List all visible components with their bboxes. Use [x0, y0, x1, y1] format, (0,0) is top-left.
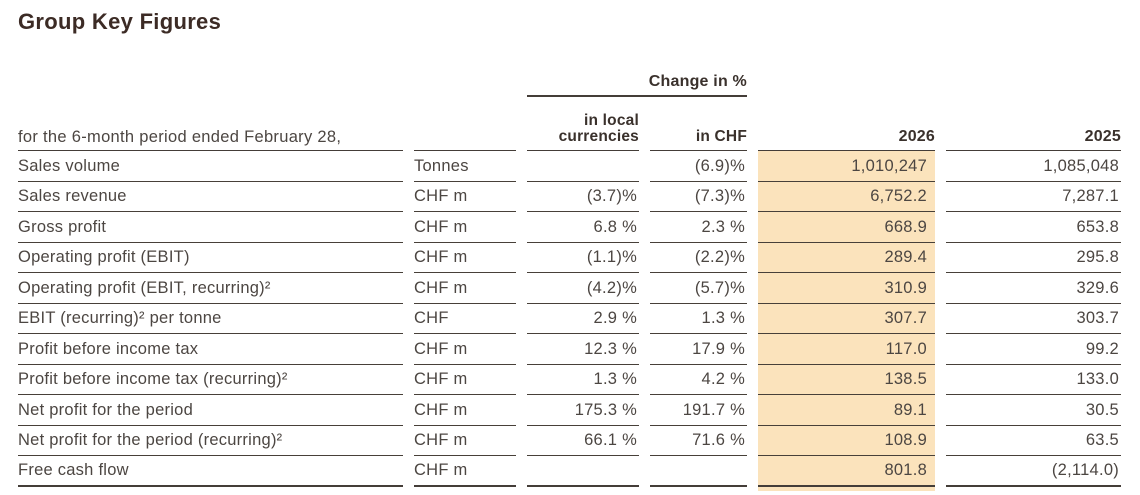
metric-label: Profit before income tax — [18, 334, 403, 365]
table-row: Gross profit CHF m 6.8 % 2.3 % 668.9 653… — [18, 212, 1122, 243]
table-row: EBIT (recurring)² per tonne CHF 2.9 % 1.… — [18, 304, 1122, 334]
table-row: Net profit for the period CHF m 175.3 % … — [18, 395, 1122, 426]
unit-cell: CHF m — [414, 243, 516, 273]
change-in-percent-header: Change in % — [527, 60, 747, 97]
change-chf-cell: 4.2 % — [650, 365, 747, 395]
value-2026-cell: 668.9 — [758, 212, 935, 243]
value-2026-cell: 6,752.2 — [758, 182, 935, 212]
change-local-cell: 1.3 % — [527, 365, 639, 395]
change-local-cell: 66.1 % — [527, 426, 639, 456]
change-local-cell: 6.8 % — [527, 212, 639, 243]
change-local-cell — [527, 151, 639, 182]
change-chf-cell: 1.3 % — [650, 304, 747, 334]
value-2026-cell: 1,010,247 — [758, 151, 935, 182]
value-2025-cell: 133.0 — [946, 365, 1121, 395]
value-2026-cell: 801.8 — [758, 456, 935, 487]
value-2025-cell: (2,114.0) — [946, 456, 1121, 487]
col-header-in-chf: in CHF — [650, 97, 747, 151]
table-row: Sales volume Tonnes (6.9)% 1,010,247 1,0… — [18, 151, 1122, 182]
metric-label: Net profit for the period — [18, 395, 403, 426]
unit-cell: CHF m — [414, 426, 516, 456]
value-2026-cell: 307.7 — [758, 304, 935, 334]
value-2025-cell: 1,085,048 — [946, 151, 1121, 182]
metric-label: Sales volume — [18, 151, 403, 182]
change-chf-cell: 2.3 % — [650, 212, 747, 243]
change-chf-cell: (2.2)% — [650, 243, 747, 273]
unit-cell: CHF m — [414, 395, 516, 426]
group-header-row: Change in % — [18, 60, 1122, 97]
value-2025-cell: 63.5 — [946, 426, 1121, 456]
table-row: Operating profit (EBIT) CHF m (1.1)% (2.… — [18, 243, 1122, 273]
change-local-cell: 175.3 % — [527, 395, 639, 426]
unit-header-cell — [414, 97, 516, 151]
change-local-cell: (1.1)% — [527, 243, 639, 273]
value-2025-cell: 329.6 — [946, 273, 1121, 304]
year-2026-highlight-band — [758, 151, 935, 491]
metric-label: EBIT (recurring)² per tonne — [18, 304, 403, 334]
table-row: Net profit for the period (recurring)² C… — [18, 426, 1122, 456]
unit-cell: CHF m — [414, 365, 516, 395]
period-label: for the 6-month period ended February 28… — [18, 97, 403, 151]
change-chf-cell: (6.9)% — [650, 151, 747, 182]
col-header-local-currencies: in local currencies — [527, 97, 639, 151]
unit-cell: Tonnes — [414, 151, 516, 182]
metric-label: Operating profit (EBIT, recurring)² — [18, 273, 403, 304]
unit-cell: CHF m — [414, 273, 516, 304]
unit-cell: CHF — [414, 304, 516, 334]
key-figures-table: Change in % for the 6-month period ended… — [18, 60, 1122, 491]
metric-label: Net profit for the period (recurring)² — [18, 426, 403, 456]
col-header-2025: 2025 — [946, 97, 1121, 151]
value-2026-cell: 117.0 — [758, 334, 935, 365]
change-chf-cell: (7.3)% — [650, 182, 747, 212]
value-2025-cell: 295.8 — [946, 243, 1121, 273]
unit-cell: CHF m — [414, 182, 516, 212]
table-row: Operating profit (EBIT, recurring)² CHF … — [18, 273, 1122, 304]
change-chf-cell: 17.9 % — [650, 334, 747, 365]
metric-label: Sales revenue — [18, 182, 403, 212]
unit-cell: CHF m — [414, 334, 516, 365]
change-chf-cell: (5.7)% — [650, 273, 747, 304]
value-2025-cell: 303.7 — [946, 304, 1121, 334]
value-2026-cell: 108.9 — [758, 426, 935, 456]
table-row: Free cash flow CHF m 801.8 (2,114.0) — [18, 456, 1122, 487]
change-local-cell: 12.3 % — [527, 334, 639, 365]
unit-cell: CHF m — [414, 212, 516, 243]
value-2026-cell: 289.4 — [758, 243, 935, 273]
metric-label: Free cash flow — [18, 456, 403, 487]
metric-label: Operating profit (EBIT) — [18, 243, 403, 273]
value-2026-cell: 89.1 — [758, 395, 935, 426]
change-chf-cell: 191.7 % — [650, 395, 747, 426]
metric-label: Gross profit — [18, 212, 403, 243]
change-chf-cell: 71.6 % — [650, 426, 747, 456]
unit-cell: CHF m — [414, 456, 516, 487]
metric-label: Profit before income tax (recurring)² — [18, 365, 403, 395]
change-local-cell: (4.2)% — [527, 273, 639, 304]
change-chf-cell — [650, 456, 747, 487]
value-2025-cell: 7,287.1 — [946, 182, 1121, 212]
col-header-2026: 2026 — [758, 97, 935, 151]
change-local-cell — [527, 456, 639, 487]
table-row: Profit before income tax (recurring)² CH… — [18, 365, 1122, 395]
value-2026-cell: 310.9 — [758, 273, 935, 304]
value-2025-cell: 99.2 — [946, 334, 1121, 365]
change-local-cell: (3.7)% — [527, 182, 639, 212]
value-2025-cell: 30.5 — [946, 395, 1121, 426]
value-2026-cell: 138.5 — [758, 365, 935, 395]
table-row: Sales revenue CHF m (3.7)% (7.3)% 6,752.… — [18, 182, 1122, 212]
value-2025-cell: 653.8 — [946, 212, 1121, 243]
column-header-row: for the 6-month period ended February 28… — [18, 97, 1122, 151]
change-local-cell: 2.9 % — [527, 304, 639, 334]
table-row: Profit before income tax CHF m 12.3 % 17… — [18, 334, 1122, 365]
page-title: Group Key Figures — [18, 9, 222, 34]
